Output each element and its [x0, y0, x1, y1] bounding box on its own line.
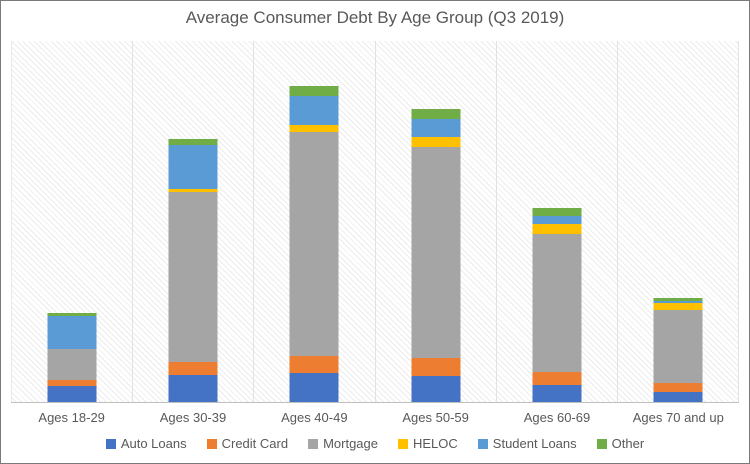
legend-swatch-icon — [596, 438, 607, 449]
bar-segment-student-loans[interactable] — [532, 216, 582, 224]
bar-segment-other[interactable] — [289, 86, 339, 96]
bar-segment-student-loans[interactable] — [653, 301, 703, 303]
category-column-4 — [376, 41, 497, 402]
bar-segment-student-loans[interactable] — [47, 316, 97, 349]
x-axis: Ages 18-29 Ages 30-39 Ages 40-49 Ages 50-59… — [11, 410, 739, 428]
legend-item-mortgage[interactable]: Mortgage — [308, 436, 378, 451]
category-column-5 — [497, 41, 618, 402]
bar-segment-mortgage[interactable] — [411, 147, 461, 358]
chart-title: Average Consumer Debt By Age Group (Q3 2… — [185, 8, 565, 27]
bar-segment-auto-loans[interactable] — [47, 386, 97, 402]
legend-label: Auto Loans — [120, 436, 187, 451]
stacked-bar-2 — [168, 139, 218, 402]
category-column-2 — [133, 41, 255, 402]
bar-segment-credit-card[interactable] — [47, 380, 97, 386]
bar-segment-other[interactable] — [653, 298, 703, 301]
bar-segment-heloc[interactable] — [532, 224, 582, 234]
bar-segment-other[interactable] — [532, 208, 582, 216]
x-axis-label-4: Ages 50-59 — [402, 410, 469, 425]
legend-label: Credit Card — [221, 436, 289, 451]
legend-swatch-icon — [398, 438, 408, 449]
bar-segment-heloc[interactable] — [653, 303, 703, 310]
bar-segment-mortgage[interactable] — [532, 234, 582, 372]
bar-segment-credit-card[interactable] — [168, 362, 218, 375]
plot-area — [11, 41, 740, 403]
bar-segment-auto-loans[interactable] — [411, 376, 461, 402]
bar-segment-auto-loans[interactable] — [532, 385, 582, 402]
x-axis-label-2: Ages 30-39 — [159, 410, 227, 425]
bar-segment-credit-card[interactable] — [411, 358, 461, 376]
stacked-bar-4 — [411, 109, 461, 402]
stacked-bar-1 — [47, 313, 97, 402]
bar-segment-other[interactable] — [47, 313, 97, 316]
category-column-1 — [11, 41, 134, 402]
bar-segment-student-loans[interactable] — [289, 96, 339, 125]
legend-label: Student Loans — [492, 436, 577, 451]
legend-item-student-loans[interactable]: Student Loans — [477, 436, 577, 451]
legend-label: Mortgage — [323, 436, 378, 451]
legend-item-credit-card[interactable]: Credit Card — [206, 436, 289, 451]
bar-segment-mortgage[interactable] — [653, 310, 703, 383]
bar-segment-heloc[interactable] — [411, 137, 461, 147]
legend-item-heloc[interactable]: HELOC — [398, 436, 458, 451]
bar-segment-student-loans[interactable] — [168, 145, 218, 189]
bar-segment-other[interactable] — [168, 139, 218, 145]
legend-item-other[interactable]: Other — [596, 436, 645, 451]
bar-segment-auto-loans[interactable] — [168, 375, 218, 402]
x-axis-label-1: Ages 18-29 — [38, 410, 105, 425]
bar-segment-credit-card[interactable] — [289, 356, 339, 373]
stacked-bar-6 — [653, 298, 703, 402]
legend-swatch-icon — [477, 438, 488, 449]
legend-item-auto-loans[interactable]: Auto Loans — [105, 436, 187, 451]
legend: Auto Loans Credit Card Mortgage HELOC Studen… — [1, 436, 749, 451]
bar-segment-mortgage[interactable] — [168, 192, 218, 362]
stacked-bar-3 — [289, 86, 339, 402]
bar-segment-credit-card[interactable] — [532, 372, 582, 385]
bar-segment-other[interactable] — [411, 109, 461, 119]
legend-swatch-icon — [105, 438, 116, 449]
category-column-6 — [618, 41, 740, 402]
bar-segment-mortgage[interactable] — [289, 132, 339, 356]
legend-label: Other — [611, 436, 645, 451]
x-axis-label-3: Ages 40-49 — [281, 410, 348, 425]
legend-swatch-icon — [206, 438, 217, 449]
legend-label: HELOC — [413, 436, 458, 451]
bar-segment-heloc[interactable] — [168, 189, 218, 192]
stacked-bar-5 — [532, 208, 582, 402]
bar-segment-auto-loans[interactable] — [653, 392, 703, 402]
bar-segment-credit-card[interactable] — [653, 383, 703, 392]
bar-segment-auto-loans[interactable] — [289, 373, 339, 402]
x-axis-label-5: Ages 60-69 — [523, 410, 591, 425]
legend-swatch-icon — [308, 438, 319, 449]
category-column-3 — [254, 41, 376, 402]
bar-segment-heloc[interactable] — [289, 125, 339, 132]
x-axis-label-6: Ages 70 and up — [632, 410, 724, 425]
bar-segment-mortgage[interactable] — [47, 349, 97, 380]
bar-segment-student-loans[interactable] — [411, 119, 461, 137]
